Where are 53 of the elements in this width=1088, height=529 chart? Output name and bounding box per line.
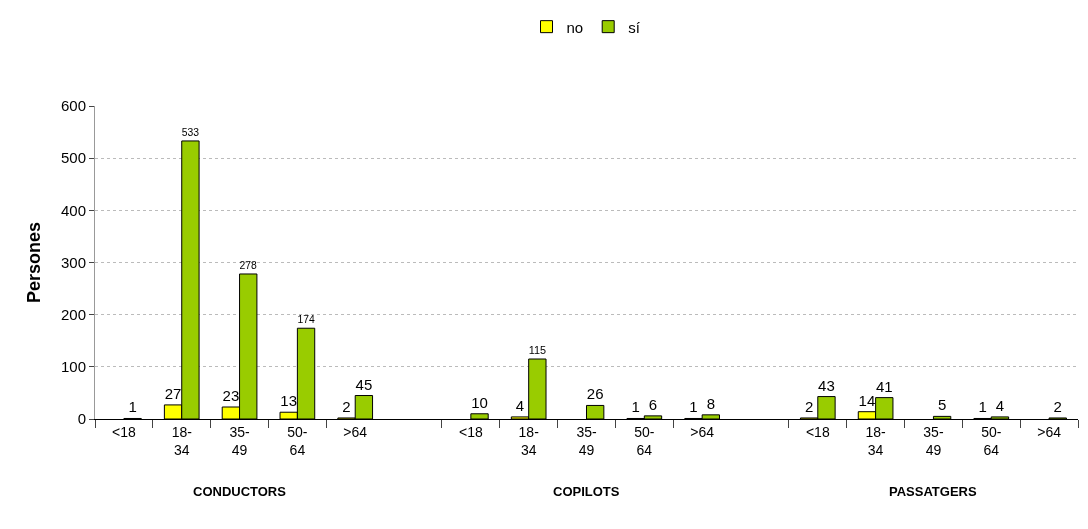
data-label: 278	[239, 259, 258, 271]
y-tick-label: 600	[60, 97, 86, 115]
data-label: 115	[528, 343, 547, 356]
text: PASSATGERS	[889, 484, 977, 499]
x-tick-label: 18-34	[865, 423, 887, 458]
x-tick-label: 18-34	[171, 423, 193, 458]
data-label: 2	[804, 397, 814, 415]
y-tick-label: 300	[60, 253, 86, 271]
data-label: 10	[471, 393, 488, 411]
x-tick-label: <18	[112, 423, 136, 440]
data-label: 26	[586, 385, 604, 403]
data-label: 13	[280, 392, 298, 410]
data-label: 43	[818, 376, 835, 394]
data-label: 5	[937, 396, 947, 414]
data-label: 4	[515, 396, 525, 414]
data-label: 23	[222, 387, 240, 404]
y-tick-label: 100	[60, 358, 86, 376]
x-tick-label: 50-64	[634, 423, 655, 458]
x-tick-label: <18	[805, 423, 830, 440]
legend-label: sí	[628, 18, 641, 36]
data-label: 1	[978, 398, 987, 416]
data-label: 2	[342, 397, 351, 415]
x-tick-label: >64	[690, 423, 715, 440]
data-label: 41	[875, 377, 893, 395]
x-tick-label: 35-49	[229, 423, 251, 458]
x-tick-label: 50-64	[981, 423, 1002, 458]
x-tick-label: <18	[458, 423, 483, 440]
x-tick-label: >64	[1037, 423, 1062, 440]
x-tick-label: 35-49	[923, 423, 944, 458]
x-tick-label: 35-49	[576, 423, 597, 458]
x-tick-label: 18-34	[518, 423, 540, 458]
data-label: 2	[1053, 397, 1062, 415]
text: COPILOTS	[553, 484, 620, 499]
x-tick-label: >64	[343, 423, 368, 440]
data-label: 533	[181, 126, 200, 138]
data-label: 1	[128, 398, 137, 416]
legend-label: no	[566, 18, 584, 36]
y-tick-label: 500	[60, 149, 86, 167]
data-label: 27	[164, 384, 182, 402]
data-label: 14	[858, 391, 876, 409]
data-label: 4	[995, 396, 1005, 414]
data-label: 45	[355, 375, 373, 393]
data-label: 174	[297, 314, 315, 326]
data-label: 1	[689, 398, 698, 416]
data-label: 8	[706, 394, 715, 412]
y-tick-label: 0	[77, 410, 86, 428]
data-label: 6	[648, 395, 658, 413]
data-label: 1	[631, 398, 640, 416]
y-axis-title: Persones	[24, 221, 45, 304]
x-tick-label: 50-64	[287, 423, 308, 458]
y-tick-label: 200	[60, 305, 86, 323]
text: CONDUCTORS	[193, 484, 287, 499]
y-tick-label: 400	[60, 201, 86, 219]
